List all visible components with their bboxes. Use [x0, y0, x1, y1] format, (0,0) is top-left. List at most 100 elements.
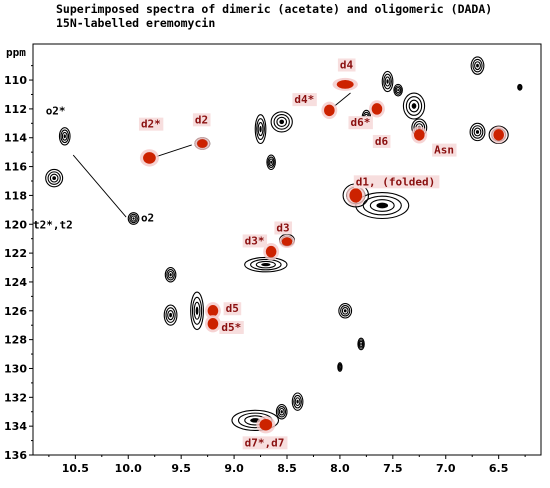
contour-peak: [275, 403, 288, 420]
contour-core: [279, 119, 285, 125]
contour-core: [475, 130, 480, 134]
contour-ring: [167, 310, 174, 321]
annotation-text: d3*: [245, 234, 265, 247]
contour-ring: [166, 268, 175, 281]
contour-ring: [130, 215, 137, 222]
contour-core: [397, 88, 400, 92]
contour-peak: [266, 154, 276, 171]
annotation-text: d5: [226, 302, 239, 315]
y-tick-label: 118: [4, 189, 27, 202]
contour-ring: [473, 127, 482, 137]
contour-ring: [45, 168, 64, 188]
annotation-layer: o2* o2 t2*,t2 d2* d2 d4 d4* d6* d6 Asn d1, (folded…: [33, 58, 457, 450]
contour-ring: [488, 125, 509, 145]
contour-ring: [394, 85, 402, 95]
peak-layer: [45, 56, 523, 434]
red-spot: [349, 188, 363, 203]
annotation-text: d5*: [221, 321, 241, 334]
contour-ring: [383, 73, 392, 90]
contour-ring: [61, 131, 68, 141]
contour-ring: [357, 337, 365, 351]
x-tick-label: 10.0: [115, 462, 142, 475]
contour-core: [261, 263, 271, 267]
contour-peak: [393, 83, 403, 97]
contour-peak: [357, 337, 365, 351]
annotation-text: d2: [195, 113, 208, 126]
contour-ring: [517, 83, 523, 91]
x-tick-label: 7.5: [383, 462, 403, 475]
contour-ring: [337, 362, 343, 372]
contour-peak: [381, 70, 394, 93]
annotation-label: d2: [192, 113, 211, 127]
annotation-text: d1, (folded): [356, 175, 435, 188]
y-tick-label: 114: [4, 132, 27, 145]
contour-ring: [58, 127, 71, 146]
title-line-1: Superimposed spectra of dimeric (acetate…: [56, 2, 493, 16]
annotation-label: d7*,d7: [242, 436, 288, 450]
y-tick-label: 116: [4, 161, 27, 174]
contour-ring: [266, 154, 276, 171]
red-peak: [139, 149, 159, 167]
red-peak: [369, 100, 385, 118]
y-tick-label: 132: [4, 391, 27, 404]
contour-core: [259, 125, 262, 133]
annotation-bg: [348, 116, 373, 130]
contour-ring: [338, 303, 353, 319]
contour-ring: [275, 403, 288, 420]
contour-core: [376, 202, 389, 209]
contour-ring: [163, 304, 178, 326]
y-tick-label: 126: [4, 305, 27, 318]
y-tick-label: 122: [4, 247, 27, 260]
contour-ring: [359, 340, 364, 348]
contour-peak: [45, 168, 64, 188]
contour-peak: [469, 122, 486, 142]
red-spot: [281, 237, 293, 246]
contour-ring: [408, 99, 420, 113]
contour-core: [386, 79, 389, 84]
red-spot: [324, 104, 335, 117]
red-spot: [143, 152, 156, 164]
oligomer-series: [139, 77, 507, 434]
contour-peak: [270, 111, 293, 133]
contour-ring: [471, 125, 484, 139]
contour-core: [169, 273, 172, 277]
y-tick-label: 134: [4, 420, 27, 433]
contour-core: [360, 342, 362, 346]
red-spot: [414, 129, 425, 141]
x-tick-label: 6.5: [489, 462, 509, 475]
annotation-bg: [192, 113, 211, 127]
annotation-bg: [353, 175, 440, 189]
contour-ring: [257, 122, 264, 137]
annotation-text: d6: [375, 135, 389, 148]
contour-ring: [231, 409, 280, 432]
contour-core: [343, 309, 347, 313]
annotation-label: Asn: [432, 143, 457, 157]
x-tick-label: 8.5: [277, 462, 297, 475]
annotation-bg: [372, 134, 391, 148]
contour-ring: [268, 158, 274, 167]
contour-ring: [256, 118, 265, 141]
annotation-bg: [432, 143, 457, 157]
y-tick-label: 120: [4, 218, 27, 231]
contour-core: [339, 366, 341, 368]
red-peak: [204, 302, 221, 320]
contour-core: [270, 160, 273, 164]
annotation-label: o2: [141, 211, 154, 224]
contour-ring: [49, 173, 59, 183]
contour-ring: [340, 305, 351, 317]
contour-ring: [362, 195, 402, 216]
connector-line: [334, 92, 351, 107]
red-peak: [256, 416, 276, 434]
contour-core: [411, 103, 417, 109]
x-tick-label: 7.0: [436, 462, 456, 475]
contour-ring: [167, 270, 174, 279]
red-spot: [207, 318, 219, 330]
contour-ring: [384, 76, 391, 87]
contour-peak: [337, 362, 343, 372]
red-spot: [371, 103, 383, 115]
contour-ring: [129, 213, 138, 224]
contour-core: [169, 312, 172, 318]
y-tick-label: 124: [4, 276, 27, 289]
contour-peak: [127, 212, 140, 225]
contour-peak: [470, 56, 485, 75]
